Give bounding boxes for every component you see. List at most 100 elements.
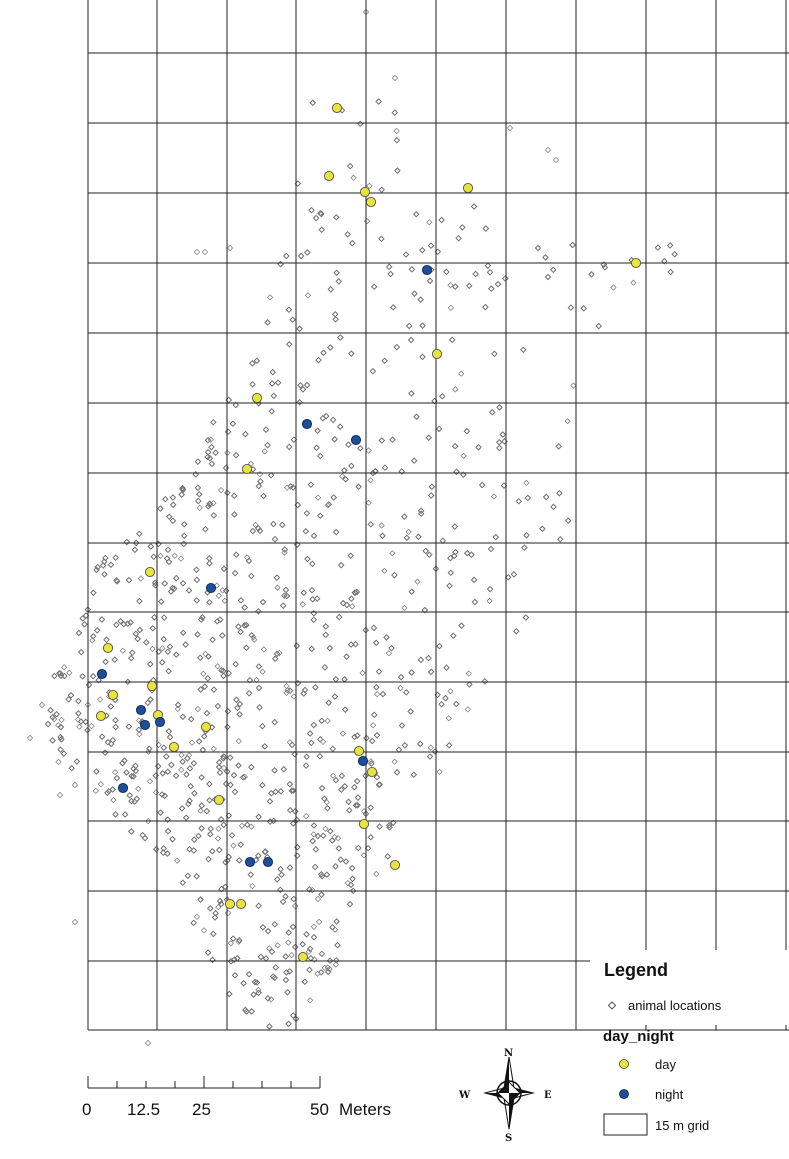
animal-location-marker: [244, 821, 251, 828]
animal-location-marker: [184, 872, 191, 879]
animal-location-marker: [375, 781, 383, 788]
animal-location-marker: [275, 379, 282, 386]
animal-location-marker: [288, 787, 295, 794]
animal-location-marker: [49, 737, 56, 744]
day-point: [365, 196, 377, 208]
animal-location-marker: [81, 621, 88, 628]
animal-location-marker: [451, 552, 458, 559]
animal-location-marker: [367, 758, 374, 765]
animal-location-marker: [301, 686, 309, 694]
animal-location-marker: [164, 555, 171, 562]
animal-location-marker: [339, 473, 346, 480]
animal-location-marker: [449, 336, 456, 343]
animal-location-marker: [367, 804, 374, 811]
animal-location-marker: [322, 825, 329, 832]
animal-location-marker: [463, 428, 470, 435]
animal-location-marker: [310, 721, 317, 729]
animal-location-marker: [270, 817, 277, 824]
animal-location-marker: [297, 382, 304, 389]
animal-location-marker: [289, 741, 296, 748]
animal-location-marker: [179, 486, 187, 494]
animal-location-marker: [304, 249, 311, 256]
animal-location-marker: [94, 564, 101, 571]
animal-location-marker: [534, 244, 542, 252]
animal-location-marker: [338, 562, 345, 569]
animal-location-marker: [210, 500, 217, 507]
animal-location-marker: [51, 715, 58, 723]
animal-location-marker: [193, 913, 200, 920]
animal-location-marker: [286, 341, 293, 348]
animal-location-marker: [417, 740, 424, 747]
animal-location-marker: [161, 792, 168, 799]
animal-location-marker: [413, 211, 420, 218]
animal-location-marker: [398, 468, 405, 475]
animal-location-marker: [378, 186, 385, 193]
animal-location-marker: [55, 758, 62, 765]
animal-location-marker: [206, 560, 213, 567]
grid-box-icon: [603, 1113, 648, 1136]
animal-location-marker: [466, 282, 473, 289]
animal-location-marker: [210, 419, 217, 426]
animal-location-marker: [255, 813, 262, 820]
animal-location-marker: [376, 781, 383, 788]
night-point: [117, 782, 129, 794]
animal-location-marker: [110, 797, 117, 804]
animal-location-marker: [496, 404, 503, 411]
animal-location-marker: [327, 286, 334, 293]
animal-location-marker: [260, 492, 267, 500]
animal-location-marker: [290, 787, 297, 794]
animal-location-marker: [126, 792, 133, 799]
animal-location-marker: [191, 790, 198, 797]
animal-location-marker: [337, 856, 344, 863]
animal-location-marker: [160, 849, 167, 856]
animal-location-marker: [157, 505, 164, 512]
animal-location-marker: [76, 723, 83, 730]
animal-location-marker: [218, 900, 225, 908]
animal-location-marker: [101, 558, 108, 565]
animal-location-marker: [381, 464, 389, 471]
animal-location-marker: [55, 722, 62, 729]
animal-location-marker: [352, 589, 359, 596]
animal-location-marker: [365, 447, 372, 454]
animal-location-marker: [303, 813, 310, 820]
animal-location-marker: [310, 616, 317, 623]
animal-location-marker: [82, 718, 89, 725]
animal-location-marker: [373, 684, 380, 691]
animal-location-marker: [191, 836, 198, 843]
animal-location-marker: [193, 576, 200, 583]
animal-location-marker: [227, 781, 234, 788]
animal-location-marker: [282, 976, 289, 984]
animal-location-marker: [303, 510, 310, 517]
animal-location-marker: [197, 807, 204, 814]
animal-location-marker: [482, 225, 489, 232]
animal-location-marker: [363, 218, 371, 225]
animal-location-marker: [371, 711, 378, 718]
animal-location-marker: [281, 546, 288, 553]
animal-location-marker: [471, 576, 478, 583]
animal-location-marker: [446, 742, 453, 749]
animal-location-marker: [243, 622, 250, 629]
animal-location-marker: [193, 873, 200, 880]
animal-location-marker: [210, 686, 217, 693]
animal-location-marker: [164, 546, 172, 553]
animal-location-marker: [402, 251, 410, 258]
animal-location-marker: [521, 544, 528, 551]
animal-location-marker: [671, 251, 678, 258]
animal-location-marker: [471, 598, 478, 606]
animal-location-marker: [223, 780, 230, 787]
animal-location-marker: [405, 528, 412, 535]
animal-location-marker: [427, 744, 434, 751]
animal-location-marker: [410, 771, 417, 778]
animal-location-marker: [487, 586, 494, 593]
animal-location-marker: [242, 1006, 249, 1014]
animal-location-marker: [146, 745, 153, 752]
animal-location-marker: [378, 522, 385, 529]
animal-location-marker: [283, 592, 290, 600]
animal-location-marker: [306, 966, 313, 973]
legend-label-day: day: [655, 1057, 676, 1072]
animal-location-marker: [280, 898, 287, 905]
animal-location-marker: [203, 710, 210, 717]
animal-location-marker: [487, 545, 495, 553]
animal-location-marker: [286, 864, 294, 871]
animal-location-marker: [466, 681, 473, 688]
